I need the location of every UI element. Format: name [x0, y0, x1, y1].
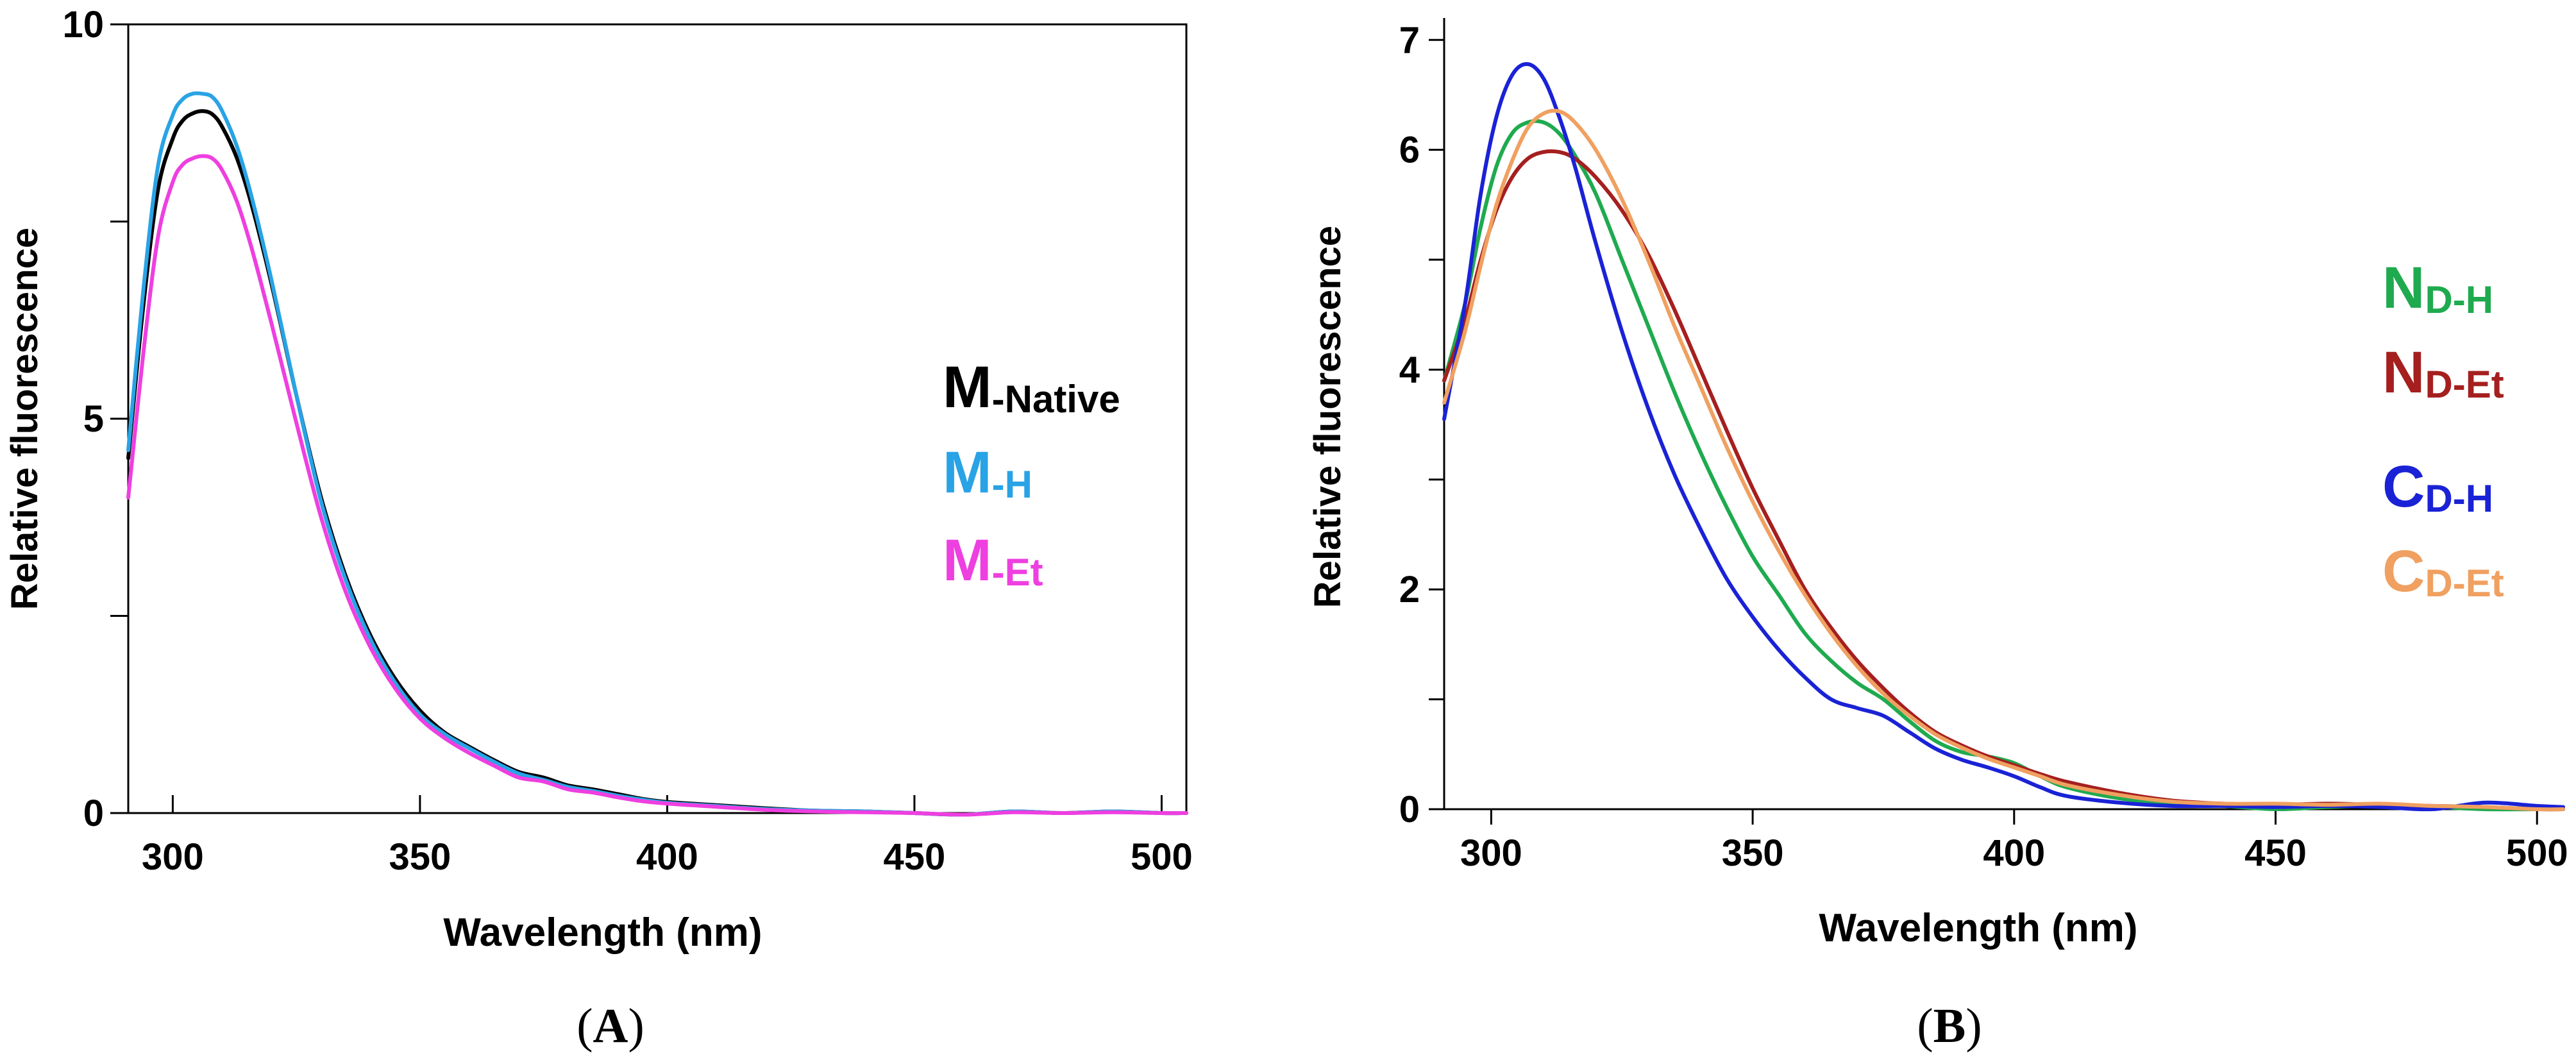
legend-entry-n-det-sub: D-Et — [2425, 363, 2504, 406]
x-tick-label-b-400: 400 — [1983, 832, 2045, 874]
legend-entry-m-h: M-H — [943, 440, 1032, 506]
x-tick-label-a-500: 500 — [1131, 836, 1193, 878]
legend-entry-c-det-sub: D-Et — [2425, 562, 2504, 605]
series-line-b-cd-h — [1442, 62, 2565, 812]
series-line-a-m-h — [126, 91, 1188, 817]
legend-a: M-Native M-H M-Et — [943, 355, 1120, 594]
legend-entry-m-native-sub: -Native — [992, 378, 1120, 421]
legend-entry-c-det: CD-Et — [2382, 539, 2504, 605]
legend-entry-m-native-name: M — [943, 355, 992, 420]
panel-label-a: (A) — [577, 999, 644, 1053]
legend-entry-n-dh: ND-H — [2382, 255, 2493, 321]
chart-panel-b: 300 350 400 450 500 0 2 4 6 7 Wavelength (nm) Rel… — [1307, 18, 2568, 1053]
x-tick-label-a-450: 450 — [884, 836, 946, 878]
chart-panel-a: 300 350 400 450 500 0 5 10 Wavelength (nm) Rela… — [4, 4, 1193, 1053]
legend-entry-n-det: ND-Et — [2382, 340, 2504, 406]
x-tick-label-b-350: 350 — [1722, 832, 1784, 874]
series-line-a-m-et — [126, 154, 1188, 817]
y-tick-label-b-0: 0 — [1399, 789, 1420, 830]
legend-entry-c-dh-sub: D-H — [2425, 477, 2493, 520]
y-tick-label-b-7: 7 — [1399, 19, 1420, 61]
y-tick-label-a-0: 0 — [83, 793, 104, 834]
y-tick-label-b-6: 6 — [1399, 130, 1420, 171]
legend-entry-c-det-name: C — [2382, 539, 2425, 604]
series-group-b — [1442, 62, 2565, 812]
series-group-a — [126, 91, 1188, 817]
x-tick-label-a-400: 400 — [636, 836, 698, 878]
series-line-b-nd-h — [1442, 119, 2565, 812]
tick-group-b: 300 350 400 450 500 0 2 4 6 7 — [1399, 19, 2568, 874]
legend-entry-m-et-name: M — [943, 528, 992, 593]
x-tick-label-b-300: 300 — [1460, 832, 1522, 874]
panel-label-b: (B) — [1917, 999, 1982, 1053]
y-tick-label-b-4: 4 — [1399, 349, 1420, 390]
panel-label-a-letter: A — [593, 999, 628, 1053]
legend-entry-n-dh-name: N — [2382, 255, 2425, 321]
legend-b: ND-H ND-Et CD-H CD-Et — [2382, 255, 2504, 605]
y-tick-label-a-5: 5 — [83, 398, 104, 440]
legend-entry-m-native: M-Native — [943, 355, 1120, 421]
x-tick-label-b-500: 500 — [2506, 832, 2568, 874]
y-axis-title-b: Relative fluorescence — [1307, 226, 1349, 608]
y-tick-label-a-10: 10 — [62, 4, 104, 46]
legend-entry-n-det-name: N — [2382, 340, 2425, 405]
tick-group-a: 300 350 400 450 500 0 5 10 — [62, 4, 1192, 878]
series-line-b-cd-et — [1442, 108, 2565, 812]
y-tick-label-b-2: 2 — [1399, 569, 1420, 610]
x-tick-label-a-300: 300 — [142, 836, 204, 878]
legend-entry-c-dh-name: C — [2382, 454, 2425, 519]
x-tick-label-a-350: 350 — [389, 836, 451, 878]
legend-entry-m-et: M-Et — [943, 528, 1043, 594]
legend-entry-n-dh-sub: D-H — [2425, 278, 2493, 321]
legend-entry-m-et-sub: -Et — [992, 551, 1043, 594]
y-axis-title-a: Relative fluorescence — [4, 228, 46, 610]
legend-entry-c-dh: CD-H — [2382, 454, 2493, 520]
x-tick-label-b-450: 450 — [2244, 832, 2307, 874]
x-axis-title-b: Wavelength (nm) — [1819, 906, 2137, 950]
legend-entry-m-h-name: M — [943, 440, 992, 505]
x-axis-title-a: Wavelength (nm) — [443, 911, 762, 955]
panel-label-b-letter: B — [1933, 999, 1966, 1053]
legend-entry-m-h-sub: -H — [992, 463, 1032, 506]
